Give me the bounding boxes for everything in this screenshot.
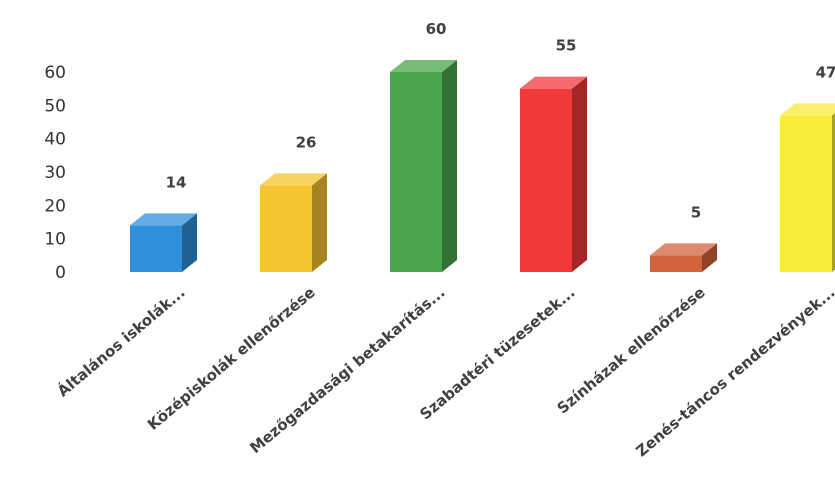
bar-front: [260, 185, 312, 272]
y-tick-label: 50: [44, 96, 66, 116]
y-tick-label: 20: [44, 196, 66, 216]
data-label: 26: [296, 133, 317, 151]
bar-front: [520, 88, 572, 273]
y-tick-label: 10: [44, 230, 66, 250]
bar: [130, 213, 197, 272]
category-label: Színházak ellenőrzése: [554, 283, 709, 417]
bar-side: [312, 173, 327, 272]
y-axis-ticks: 0 10 20 30 40 50 60: [44, 63, 66, 283]
bar: [390, 60, 457, 272]
category-labels: Általános iskolák...Középiskolák ellenőr…: [53, 283, 835, 461]
y-tick-label: 0: [55, 263, 66, 283]
bar-front: [780, 115, 832, 272]
y-tick-label: 30: [44, 163, 66, 183]
bar-top: [130, 213, 197, 226]
bar-top: [650, 243, 717, 256]
bar-front: [650, 255, 702, 272]
bar-side: [442, 60, 457, 272]
bar-top: [780, 103, 835, 116]
bars: [130, 60, 835, 273]
bar-side: [832, 112, 835, 272]
bar: [260, 173, 327, 272]
bar: [650, 243, 717, 272]
bar: [520, 76, 587, 273]
category-label: Zenés-táncos rendezvények...: [632, 283, 835, 460]
bar-side: [182, 213, 197, 272]
bar: [780, 103, 835, 272]
data-label: 5: [691, 203, 701, 221]
bar-side: [702, 243, 717, 272]
bar-front: [390, 72, 442, 272]
bar-top: [390, 60, 457, 72]
data-label: 55: [556, 37, 577, 55]
bar-front: [130, 225, 182, 272]
y-tick-label: 40: [44, 130, 66, 150]
bar-side: [572, 76, 587, 273]
bar-top: [260, 173, 327, 186]
data-label: 47: [816, 63, 835, 81]
data-label: 60: [426, 20, 447, 38]
category-label: Általános iskolák...: [53, 283, 188, 401]
data-label: 14: [166, 173, 187, 191]
y-tick-label: 60: [44, 63, 66, 83]
bar-top: [520, 76, 587, 89]
